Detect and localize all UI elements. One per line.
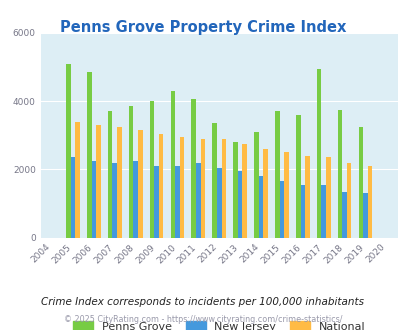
Bar — [242, 144, 246, 238]
Bar — [70, 157, 75, 238]
Bar — [358, 127, 362, 238]
Bar — [149, 101, 154, 238]
Bar — [133, 161, 138, 238]
Bar — [305, 156, 309, 238]
Bar — [367, 166, 371, 238]
Bar — [263, 149, 267, 238]
Bar — [346, 163, 351, 238]
Bar — [279, 181, 283, 238]
Bar — [112, 163, 117, 238]
Bar — [341, 191, 346, 238]
Bar — [237, 171, 242, 238]
Bar — [337, 110, 341, 238]
Text: Penns Grove Property Crime Index: Penns Grove Property Crime Index — [60, 20, 345, 35]
Bar — [200, 139, 205, 238]
Bar — [96, 125, 100, 238]
Bar — [138, 130, 142, 238]
Bar — [321, 185, 325, 238]
Bar — [212, 123, 216, 238]
Bar — [196, 163, 200, 238]
Bar — [175, 166, 179, 238]
Text: Crime Index corresponds to incidents per 100,000 inhabitants: Crime Index corresponds to incidents per… — [41, 297, 364, 307]
Bar — [362, 193, 367, 238]
Bar — [258, 176, 263, 238]
Bar — [92, 161, 96, 238]
Bar — [325, 157, 330, 238]
Bar — [128, 106, 133, 238]
Bar — [170, 91, 175, 238]
Bar — [284, 152, 288, 238]
Bar — [191, 100, 196, 238]
Bar — [316, 69, 321, 238]
Bar — [232, 142, 237, 238]
Bar — [154, 166, 158, 238]
Bar — [221, 139, 226, 238]
Bar — [158, 134, 163, 238]
Bar — [75, 122, 80, 238]
Bar — [179, 137, 184, 238]
Bar — [87, 72, 92, 238]
Bar — [254, 132, 258, 238]
Bar — [117, 127, 121, 238]
Bar — [295, 115, 300, 238]
Bar — [216, 168, 221, 238]
Legend: Penns Grove, New Jersey, National: Penns Grove, New Jersey, National — [73, 321, 364, 330]
Text: © 2025 CityRating.com - https://www.cityrating.com/crime-statistics/: © 2025 CityRating.com - https://www.city… — [64, 315, 341, 324]
Bar — [66, 64, 70, 238]
Bar — [300, 185, 305, 238]
Bar — [108, 112, 112, 238]
Bar — [274, 112, 279, 238]
